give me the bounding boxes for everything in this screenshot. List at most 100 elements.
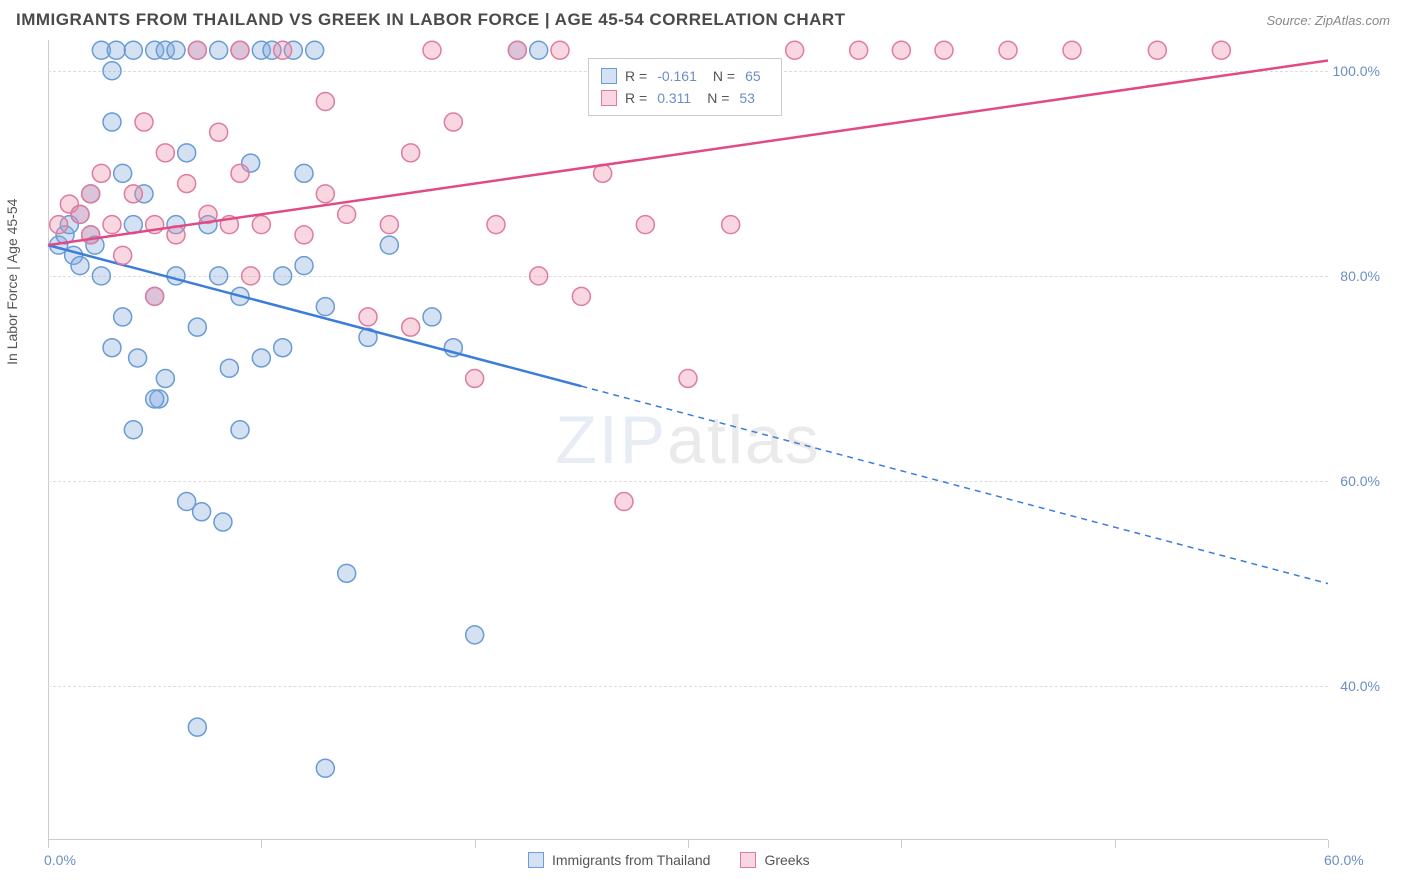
scatter-point bbox=[1212, 41, 1230, 59]
scatter-point bbox=[156, 369, 174, 387]
scatter-point bbox=[252, 216, 270, 234]
x-tick bbox=[48, 840, 49, 848]
scatter-point bbox=[210, 267, 228, 285]
scatter-point bbox=[188, 718, 206, 736]
series-legend-label: Greeks bbox=[764, 852, 809, 868]
legend-swatch bbox=[740, 852, 756, 868]
scatter-point bbox=[487, 216, 505, 234]
chart-title: IMMIGRANTS FROM THAILAND VS GREEK IN LAB… bbox=[16, 10, 846, 30]
scatter-point bbox=[82, 226, 100, 244]
x-tick-label: 60.0% bbox=[1324, 852, 1364, 868]
x-tick bbox=[475, 840, 476, 848]
scatter-point bbox=[722, 216, 740, 234]
scatter-point bbox=[295, 257, 313, 275]
scatter-point bbox=[444, 113, 462, 131]
scatter-point bbox=[572, 287, 590, 305]
scatter-point bbox=[114, 246, 132, 264]
x-tick bbox=[1328, 840, 1329, 848]
scatter-point bbox=[103, 113, 121, 131]
scatter-point bbox=[178, 175, 196, 193]
source-attribution: Source: ZipAtlas.com bbox=[1266, 13, 1390, 28]
trendline-dashed bbox=[581, 386, 1328, 583]
correlation-legend: R =-0.161N =65R =0.311N =53 bbox=[588, 58, 782, 116]
scatter-point bbox=[167, 267, 185, 285]
scatter-point bbox=[551, 41, 569, 59]
scatter-point bbox=[252, 349, 270, 367]
scatter-point bbox=[1148, 41, 1166, 59]
scatter-point bbox=[71, 205, 89, 223]
legend-n-label: N = bbox=[707, 87, 729, 109]
scatter-point bbox=[274, 339, 292, 357]
plot-svg bbox=[48, 40, 1328, 840]
scatter-point bbox=[306, 41, 324, 59]
scatter-point bbox=[530, 41, 548, 59]
legend-n-value: 65 bbox=[745, 65, 761, 87]
scatter-point bbox=[124, 41, 142, 59]
y-tick-label: 60.0% bbox=[1340, 473, 1380, 489]
scatter-point bbox=[338, 205, 356, 223]
scatter-point bbox=[103, 62, 121, 80]
y-tick-label: 40.0% bbox=[1340, 678, 1380, 694]
scatter-point bbox=[188, 41, 206, 59]
scatter-point bbox=[146, 390, 164, 408]
scatter-point bbox=[274, 41, 292, 59]
scatter-point bbox=[615, 493, 633, 511]
scatter-point bbox=[402, 318, 420, 336]
scatter-point bbox=[850, 41, 868, 59]
scatter-point bbox=[103, 216, 121, 234]
scatter-point bbox=[423, 308, 441, 326]
x-tick bbox=[688, 840, 689, 848]
scatter-point bbox=[316, 93, 334, 111]
y-tick-label: 80.0% bbox=[1340, 268, 1380, 284]
scatter-point bbox=[214, 513, 232, 531]
scatter-point bbox=[135, 113, 153, 131]
legend-n-label: N = bbox=[713, 65, 735, 87]
scatter-point bbox=[129, 349, 147, 367]
legend-r-value: -0.161 bbox=[657, 65, 697, 87]
x-tick-label: 0.0% bbox=[44, 852, 76, 868]
scatter-point bbox=[359, 308, 377, 326]
scatter-point bbox=[935, 41, 953, 59]
scatter-point bbox=[50, 216, 68, 234]
scatter-point bbox=[92, 267, 110, 285]
scatter-point bbox=[82, 185, 100, 203]
scatter-point bbox=[892, 41, 910, 59]
scatter-point bbox=[423, 41, 441, 59]
scatter-point bbox=[92, 164, 110, 182]
y-axis-title: In Labor Force | Age 45-54 bbox=[4, 199, 20, 365]
legend-swatch bbox=[601, 90, 617, 106]
scatter-point bbox=[114, 308, 132, 326]
scatter-point bbox=[193, 503, 211, 521]
scatter-point bbox=[466, 369, 484, 387]
scatter-point bbox=[636, 216, 654, 234]
scatter-point bbox=[220, 359, 238, 377]
legend-row: R =0.311N =53 bbox=[601, 87, 769, 109]
scatter-point bbox=[295, 164, 313, 182]
chart-container: IMMIGRANTS FROM THAILAND VS GREEK IN LAB… bbox=[0, 0, 1406, 892]
scatter-point bbox=[210, 41, 228, 59]
scatter-point bbox=[316, 185, 334, 203]
legend-swatch bbox=[601, 68, 617, 84]
scatter-point bbox=[167, 41, 185, 59]
scatter-point bbox=[124, 421, 142, 439]
x-tick bbox=[261, 840, 262, 848]
scatter-point bbox=[530, 267, 548, 285]
scatter-point bbox=[156, 144, 174, 162]
scatter-point bbox=[380, 236, 398, 254]
scatter-point bbox=[71, 257, 89, 275]
scatter-point bbox=[210, 123, 228, 141]
scatter-point bbox=[107, 41, 125, 59]
scatter-point bbox=[316, 759, 334, 777]
scatter-point bbox=[295, 226, 313, 244]
scatter-point bbox=[114, 164, 132, 182]
scatter-point bbox=[402, 144, 420, 162]
series-legend-label: Immigrants from Thailand bbox=[552, 852, 710, 868]
scatter-point bbox=[679, 369, 697, 387]
scatter-point bbox=[466, 626, 484, 644]
legend-r-value: 0.311 bbox=[657, 87, 691, 109]
scatter-point bbox=[103, 339, 121, 357]
series-legend: Immigrants from Thailand Greeks bbox=[528, 852, 810, 868]
scatter-point bbox=[508, 41, 526, 59]
scatter-point bbox=[338, 564, 356, 582]
scatter-point bbox=[178, 144, 196, 162]
